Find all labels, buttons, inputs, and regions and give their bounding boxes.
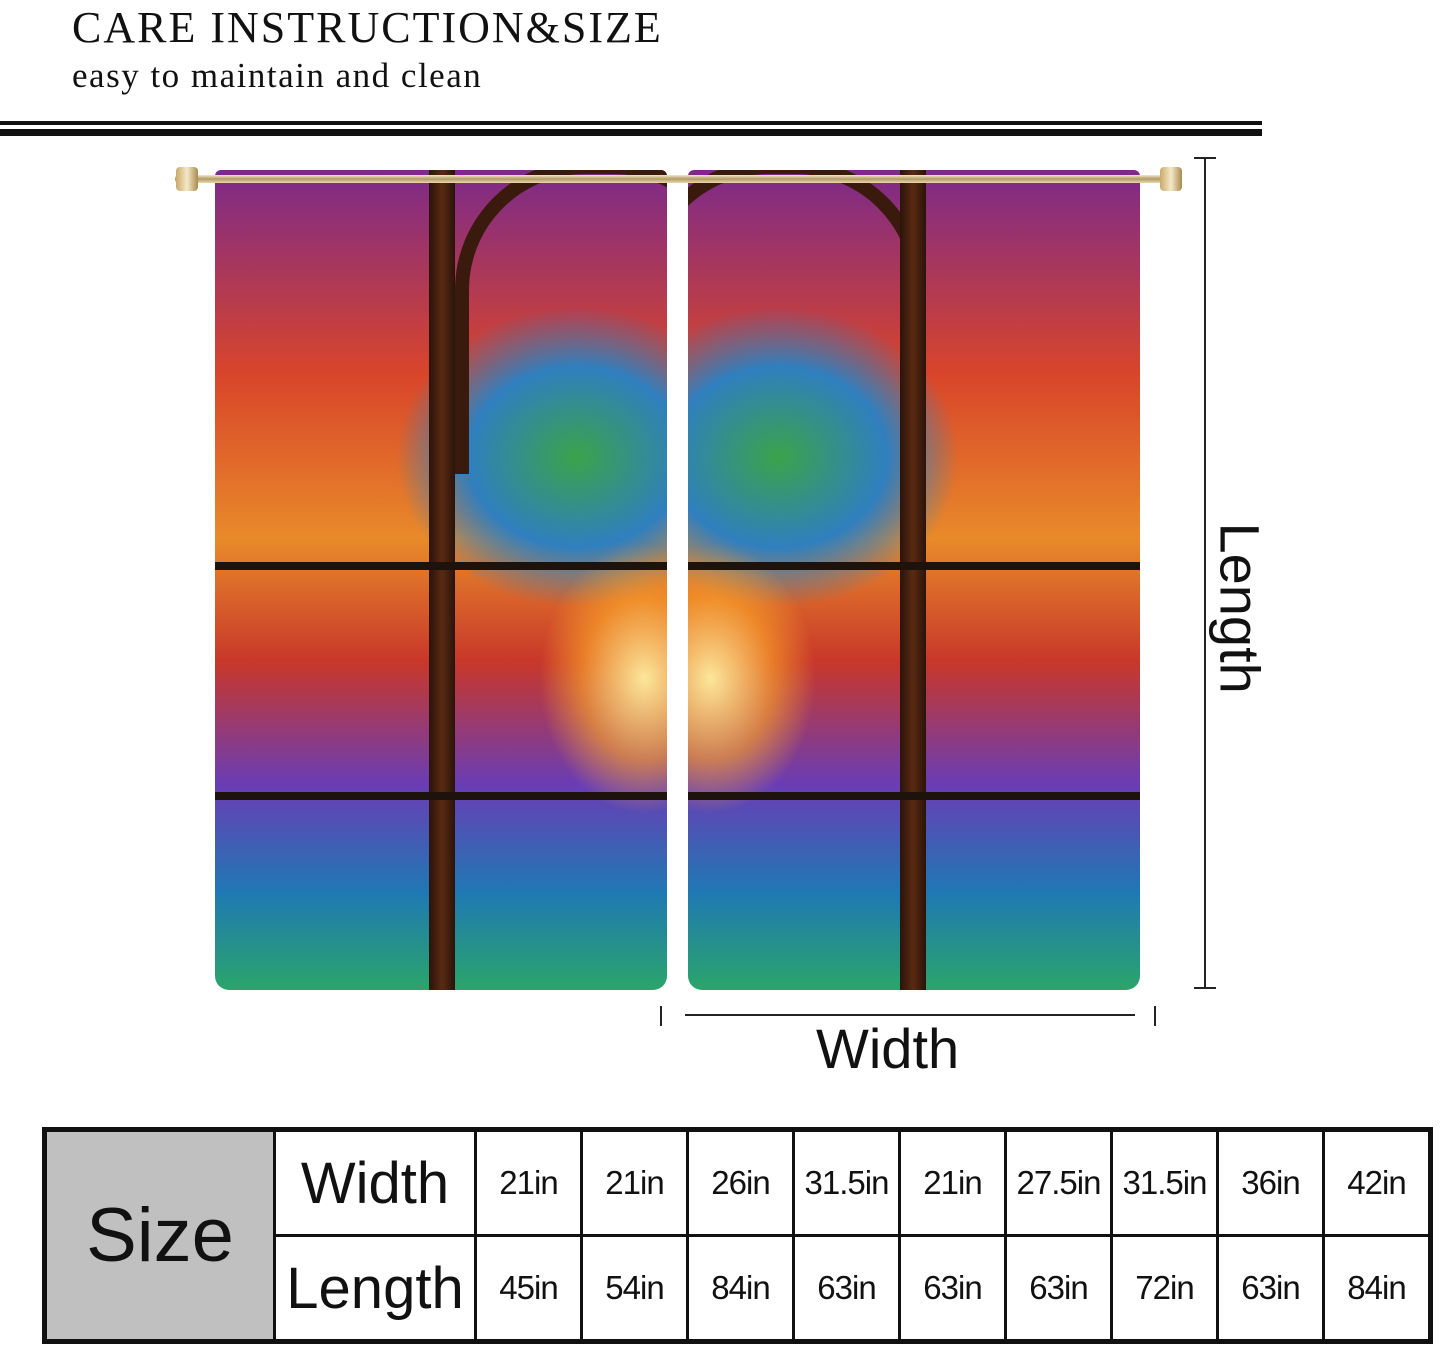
length-value: 84in bbox=[686, 1234, 795, 1343]
window-mullion bbox=[900, 170, 926, 990]
length-value: 63in bbox=[1216, 1234, 1325, 1343]
row-label-width: Width bbox=[273, 1128, 477, 1237]
length-value: 45in bbox=[474, 1234, 583, 1343]
length-label: Length bbox=[1208, 522, 1272, 694]
window-arch bbox=[688, 170, 926, 474]
curtain-rod bbox=[175, 175, 1180, 183]
width-value: 21in bbox=[580, 1128, 689, 1237]
width-label: Width bbox=[816, 1017, 960, 1080]
row-label-length: Length bbox=[273, 1234, 477, 1343]
width-value: 27.5in bbox=[1004, 1128, 1113, 1237]
window-transom bbox=[215, 792, 667, 800]
width-dimension-line bbox=[685, 1014, 1135, 1016]
width-value: 36in bbox=[1216, 1128, 1325, 1237]
width-value: 21in bbox=[474, 1128, 583, 1237]
page-subtitle: easy to maintain and clean bbox=[72, 56, 483, 95]
length-value: 84in bbox=[1322, 1234, 1432, 1343]
length-value: 63in bbox=[792, 1234, 901, 1343]
width-value: 26in bbox=[686, 1128, 795, 1237]
width-value: 21in bbox=[898, 1128, 1007, 1237]
window-arch bbox=[455, 170, 667, 474]
dimension-cap bbox=[1154, 1006, 1156, 1026]
curtain-panel-right bbox=[688, 170, 1140, 990]
length-value: 54in bbox=[580, 1234, 689, 1343]
window-transom bbox=[215, 562, 667, 570]
length-value: 63in bbox=[898, 1234, 1007, 1343]
length-value: 72in bbox=[1110, 1234, 1219, 1343]
length-value: 63in bbox=[1004, 1234, 1113, 1343]
dimension-cap bbox=[660, 1006, 662, 1026]
size-table: Size Width 21in 21in 26in 31.5in 21in 27… bbox=[42, 1127, 1433, 1344]
size-header-cell: Size bbox=[43, 1128, 276, 1343]
window-transom bbox=[688, 792, 1140, 800]
rod-finial-right bbox=[1160, 167, 1182, 191]
table-row-length: Length 45in 54in 84in 63in 63in 63in 72i… bbox=[45, 1234, 1432, 1343]
window-transom bbox=[688, 562, 1140, 570]
width-value: 31.5in bbox=[792, 1128, 901, 1237]
window-mullion bbox=[429, 170, 455, 990]
width-value: 42in bbox=[1322, 1128, 1432, 1237]
dimension-cap bbox=[1194, 987, 1216, 989]
divider bbox=[0, 129, 1262, 136]
rod-finial-left bbox=[176, 167, 198, 191]
curtain-panel-left bbox=[215, 170, 667, 990]
width-value: 31.5in bbox=[1110, 1128, 1219, 1237]
dimension-cap bbox=[1194, 157, 1216, 159]
page-title: CARE INSTRUCTION&SIZE bbox=[72, 3, 663, 52]
length-dimension-line bbox=[1204, 157, 1206, 989]
divider bbox=[0, 121, 1262, 125]
table-row-width: Size Width 21in 21in 26in 31.5in 21in 27… bbox=[43, 1128, 1432, 1343]
